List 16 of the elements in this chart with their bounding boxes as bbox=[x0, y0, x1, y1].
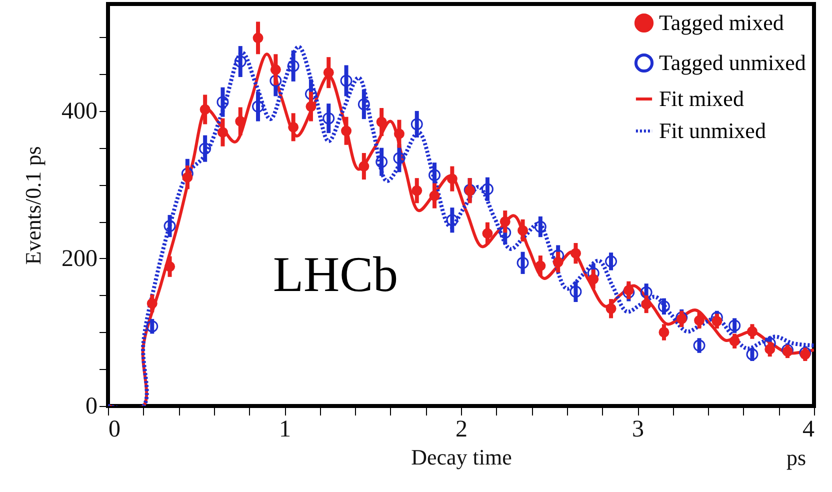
legend-label: Tagged mixed bbox=[659, 10, 784, 35]
x-tick-label: 1 bbox=[279, 416, 291, 442]
text: ps bbox=[786, 445, 806, 470]
legend-label: Fit unmixed bbox=[659, 118, 766, 143]
y-tick-label: 0 bbox=[86, 394, 98, 420]
x-tick-label: 3 bbox=[632, 416, 644, 442]
x-tick-label: 2 bbox=[456, 416, 468, 442]
y-tick-label: 400 bbox=[62, 98, 98, 124]
legend-label: Tagged unmixed bbox=[659, 50, 806, 75]
y-tick-label: 200 bbox=[62, 246, 98, 272]
x-tick-label: 0 bbox=[108, 416, 120, 442]
x-axis-title: Decay time bbox=[411, 444, 512, 470]
legend-label: Fit mixed bbox=[659, 86, 744, 111]
y-axis-title: Events/0.1 ps bbox=[20, 146, 46, 265]
annotation: LHCb bbox=[273, 246, 398, 302]
x-tick-label: 4 bbox=[802, 416, 814, 442]
